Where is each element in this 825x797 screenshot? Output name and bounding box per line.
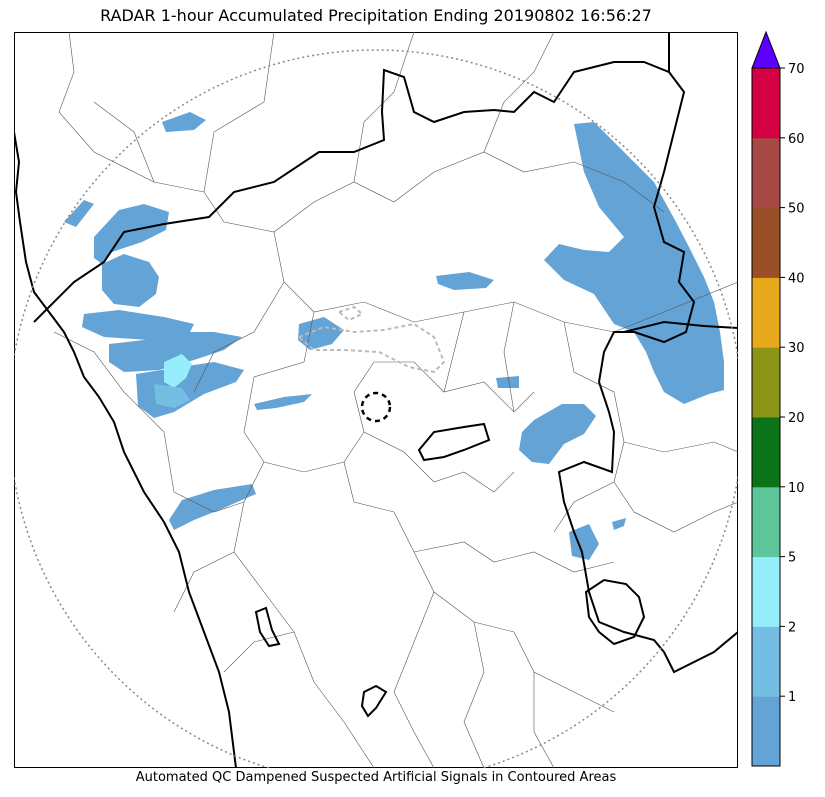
colorbar-tick-label: 10 — [788, 481, 805, 496]
state-border-central — [417, 422, 491, 462]
qc-footnote: Automated QC Dampened Suspected Artifici… — [135, 770, 617, 785]
echo-southwest-streak — [169, 484, 256, 530]
colorbar-tick-label: 1 — [788, 690, 796, 705]
map-title: RADAR 1-hour Accumulated Precipitation E… — [100, 6, 652, 25]
radar-map — [14, 32, 738, 768]
colorbar-tick-label: 70 — [788, 62, 805, 77]
enclave-southeast — [584, 578, 646, 646]
echo-west-mid1 — [102, 254, 159, 307]
echo-center-streak — [254, 394, 312, 410]
precipitation-echoes — [64, 112, 724, 560]
echo-east-fringe — [589, 182, 654, 242]
district-boundaries — [53, 32, 738, 768]
colorbar-tick-label: 20 — [788, 411, 805, 426]
echo-southeast-blob — [519, 404, 596, 464]
echo-southeast-fleck — [612, 518, 626, 530]
colorbar: 1 2 5 10 20 30 40 50 60 70 — [751, 30, 805, 767]
coastline — [14, 131, 237, 768]
colorbar-ticks: 1 2 5 10 20 30 40 50 60 70 — [780, 62, 805, 705]
echo-center-north — [298, 317, 344, 350]
echo-southeast-small — [569, 524, 599, 560]
colorbar-bin-7 — [752, 277, 780, 348]
echo-nw-streak — [64, 200, 94, 227]
echo-center-east — [436, 272, 494, 290]
state-boundaries — [14, 32, 738, 768]
colorbar-bin-8 — [752, 207, 780, 278]
colorbar-bin-3 — [752, 556, 780, 627]
colorbar-bin-4 — [752, 486, 780, 558]
colorbar-tick-label: 5 — [788, 551, 796, 566]
radar-site-marker — [360, 391, 392, 423]
state-border-east — [557, 71, 738, 674]
colorbar-tick-label: 50 — [788, 202, 805, 217]
echo-west-heavy-core — [164, 354, 192, 388]
colorbar-bins — [752, 68, 780, 767]
colorbar-tick-label: 60 — [788, 132, 805, 147]
qc-contours — [297, 305, 446, 374]
colorbar-bin-10 — [752, 68, 780, 139]
state-border-east-2 — [623, 320, 738, 333]
colorbar-bin-6 — [752, 347, 780, 418]
enclave-south-2 — [360, 684, 388, 718]
colorbar-bin-9 — [752, 137, 780, 209]
colorbar-bin-2 — [752, 626, 780, 697]
echo-west-moderate — [154, 384, 190, 408]
echo-northwest-small — [162, 112, 206, 132]
colorbar-bin-5 — [752, 417, 780, 488]
echo-center-east2 — [496, 376, 519, 388]
echo-west-mid3 — [109, 332, 242, 372]
colorbar-tick-label: 30 — [788, 341, 805, 356]
state-border-north — [33, 32, 670, 323]
echo-east-band — [544, 122, 724, 404]
colorbar-extend-arrow — [751, 30, 781, 69]
colorbar-tick-label: 2 — [788, 620, 796, 635]
colorbar-tick-label: 40 — [788, 271, 805, 286]
colorbar-bin-1 — [752, 696, 780, 767]
enclave-south — [254, 606, 281, 648]
echo-west-mid2 — [82, 310, 194, 340]
